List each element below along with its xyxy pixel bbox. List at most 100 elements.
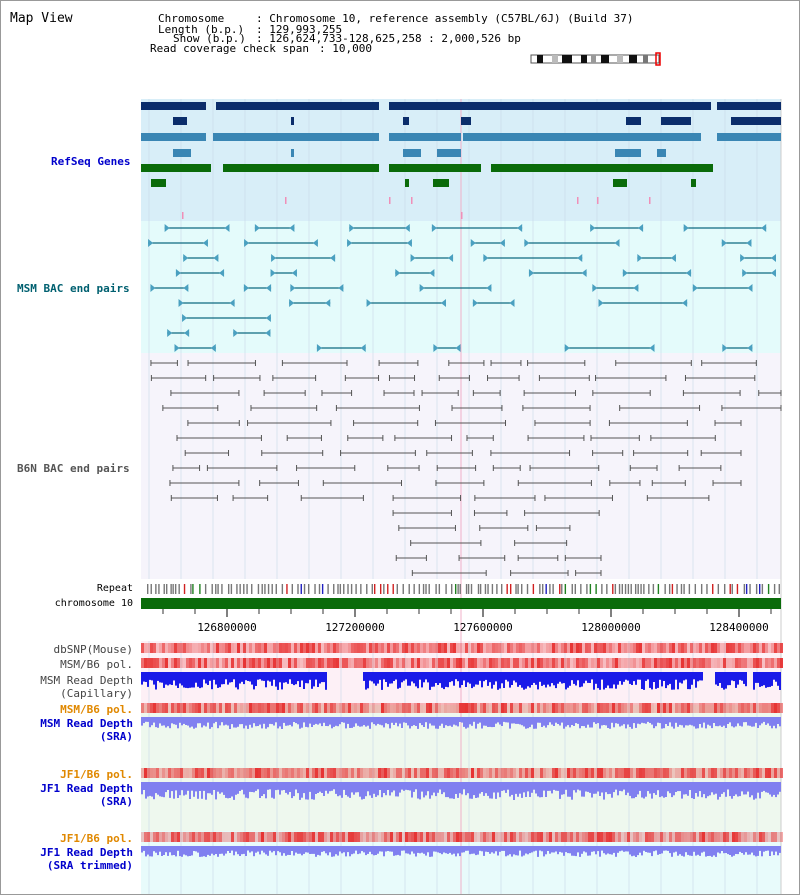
repeat-element [281,584,284,594]
dbsnp-heat [333,643,336,653]
msm-sra-depth-bar [239,717,241,725]
msm-capillary-depth-bar [277,672,279,690]
jf1-b6-pol2-heat [606,832,609,842]
msm-b6-pol2-heat [372,703,375,713]
msm-capillary-depth-bar [607,672,609,686]
msm-b6-pol2-heat [600,703,603,713]
msm-capillary-depth-bar [623,672,625,682]
jf1-b6-pol-heat [321,768,324,778]
jf1-sra-depth-bar [339,782,341,796]
jf1-sra-depth-bar [649,782,651,794]
jf1-trim-depth-bar [749,846,751,855]
jf1-sra-depth-bar [449,782,451,799]
jf1-b6-pol2-heat [630,832,633,842]
repeat-element [470,584,473,594]
jf1-b6-pol-heat [327,768,330,778]
msm-b6-pol-heat [471,658,474,668]
msm-b6-pol2-heat [522,703,525,713]
msm-b6-pol2-heat [552,703,555,713]
jf1-trim-depth-bar [703,846,705,852]
msm-sra-depth-bar [453,717,455,725]
jf1-sra-depth-bar [707,782,709,797]
jf1-trim-depth-bar [389,846,391,852]
msm-b6-pol-heat [741,658,744,668]
dbsnp-heat [420,643,423,653]
msm-capillary-depth-bar [399,672,401,688]
jf1-b6-pol-heat [546,768,549,778]
msm-bac-track[interactable] [148,224,776,352]
msm-capillary-depth-bar [231,672,233,683]
repeat-track[interactable] [147,584,780,594]
jf1-sra-depth-bar [327,782,329,794]
jf1-depth-trim-label: JF1 Read Depth [40,846,133,859]
polymorphism-heat-tracks[interactable] [141,643,783,842]
jf1-b6-pol2-heat [345,832,348,842]
msm-b6-pol2-heat [711,703,714,713]
jf1-sra-depth-bar [359,782,361,797]
refseq-genes-track[interactable] [141,102,781,219]
b6n-bac-track[interactable] [150,360,782,576]
msm-b6-pol-heat [483,658,486,668]
dbsnp-heat [516,643,519,653]
jf1-trim-depth-bar [559,846,561,852]
jf1-sra-depth-bar [445,782,447,798]
msm-capillary-depth-bar [697,672,699,682]
jf1-b6-pol-heat [723,768,726,778]
repeat-element [264,584,266,594]
msm-sra-depth-bar [651,717,653,725]
read-depth-tracks[interactable] [141,672,781,857]
jf1-b6-pol2-heat [489,832,492,842]
jf1-b6-pol2-heat [375,832,378,842]
msm-capillary-depth-bar [393,672,395,681]
dbsnp-heat [261,643,264,653]
msm-capillary-depth-bar [419,672,421,680]
refseq-gene [173,149,191,157]
msm-bac-label: MSM BAC end pairs [17,282,130,295]
jf1-b6-pol-heat [756,768,759,778]
repeat-element [275,584,277,594]
jf1-sra-depth-bar [599,782,601,796]
jf1-sra-depth-bar [661,782,663,797]
msm-sra-depth-bar [253,717,255,724]
jf1-sra-depth-bar [205,782,207,800]
msm-bac-end [670,254,676,262]
jf1-trim-depth-bar [709,846,711,856]
msm-capillary-depth-bar [555,672,557,689]
jf1-sra-depth-bar [579,782,581,791]
msm-capillary-depth-bar [727,672,729,686]
dbsnp-heat [480,643,483,653]
msm-b6-pol-heat [450,658,453,668]
dbsnp-heat [720,643,723,653]
msm-b6-pol2-heat [708,703,711,713]
msm-b6-pol2-heat [702,703,705,713]
msm-bac-end [254,224,260,232]
jf1-trim-depth-bar [475,846,477,856]
jf1-sra-depth-bar [651,782,653,799]
dbsnp-heat [417,643,420,653]
msm-sra-depth-bar [335,717,337,726]
dbsnp-heat [297,643,300,653]
jf1-sra-depth-bar [657,782,659,791]
msm-b6-pol2-heat [429,703,432,713]
msm-capillary-depth-bar [183,672,185,688]
jf1-trim-depth-bar [659,846,661,854]
dbsnp-heat [678,643,681,653]
jf1-trim-depth-bar [293,846,295,856]
jf1-b6-pol-heat [153,768,156,778]
jf1-sra-depth-bar [285,782,287,793]
msm-sra-depth-bar [707,717,709,725]
msm-sra-depth-bar [217,717,219,729]
msm-capillary-depth-bar [211,672,213,690]
msm-sra-depth-bar [701,717,703,728]
msm-sra-depth-bar [663,717,665,729]
msm-b6-pol-heat [567,658,570,668]
jf1-sra-depth-bar [145,782,147,799]
jf1-trim-depth-bar [349,846,351,857]
jf1-b6-pol-heat [147,768,150,778]
dbsnp-heat [267,643,270,653]
msm-capillary-depth-bar [731,672,733,681]
msm-b6-pol2-heat [183,703,186,713]
msm-capillary-depth-bar [423,672,425,683]
chromosome-ideogram[interactable] [529,51,664,67]
msm-capillary-depth-bar [225,672,227,680]
